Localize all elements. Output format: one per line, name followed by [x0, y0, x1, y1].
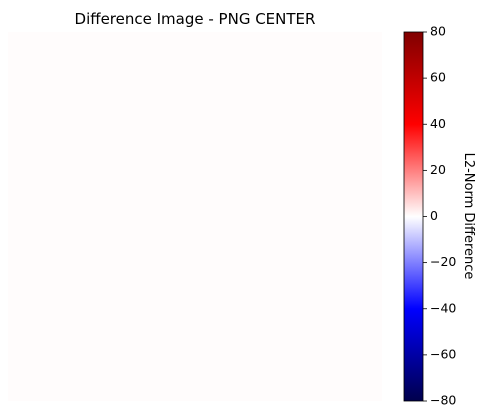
colorbar-tick-label: 20 — [430, 162, 446, 177]
colorbar-tick-label: −20 — [430, 254, 456, 269]
difference-image — [8, 32, 382, 401]
chart-title: Difference Image - PNG CENTER — [75, 10, 316, 28]
colorbar-tick-label: 0 — [430, 208, 438, 223]
colorbar — [403, 31, 424, 402]
colorbar-tick-label: −60 — [430, 346, 456, 361]
colorbar-tick-label: 40 — [430, 116, 446, 131]
colorbar-tick-label: −80 — [430, 393, 456, 408]
colorbar-tick-label: 60 — [430, 70, 446, 85]
colorbar-label: L2-Norm Difference — [461, 153, 476, 280]
colorbar-tick-label: 80 — [430, 24, 446, 39]
colorbar-tick-label: −40 — [430, 300, 456, 315]
colorbar-ticks: 80 60 40 20 0 −20 −40 −60 −80 — [423, 24, 456, 408]
